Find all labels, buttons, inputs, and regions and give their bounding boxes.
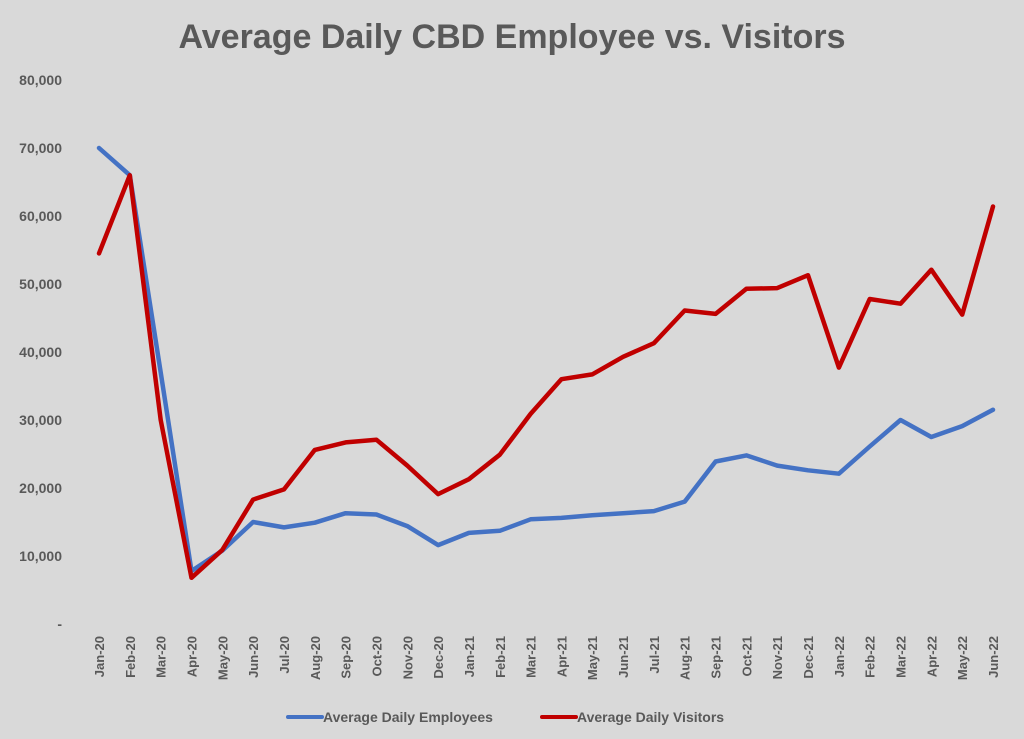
y-tick-label: 50,000 (19, 276, 62, 292)
series-line-visitors (96, 172, 996, 581)
x-axis-ticks: Jan-20 Feb-20 Mar-20 Apr-20 May-20 Jun-20 Jul-… (92, 636, 1001, 680)
x-tick-label: Sep-21 (709, 636, 724, 679)
x-tick-label: Oct-21 (739, 636, 754, 676)
x-tick-label: Feb-22 (863, 636, 878, 678)
series-line-employees (96, 145, 996, 574)
legend-label-visitors: Average Daily Visitors (577, 709, 724, 725)
x-tick-label: Mar-21 (524, 636, 539, 678)
x-tick-label: Oct-20 (369, 636, 384, 676)
x-tick-label: Feb-21 (493, 636, 508, 678)
y-tick-label: 30,000 (19, 412, 62, 428)
x-tick-label: Apr-22 (924, 636, 939, 677)
x-tick-label: Nov-21 (770, 636, 785, 679)
x-tick-label: Jan-20 (92, 636, 107, 677)
y-axis-ticks: - 10,000 20,000 30,000 40,000 50,000 60,000 70,… (19, 72, 62, 632)
x-tick-label: Jun-22 (986, 636, 1001, 678)
y-tick-label: 20,000 (19, 480, 62, 496)
chart-title: Average Daily CBD Employee vs. Visitors (178, 18, 845, 56)
x-tick-label: Jul-21 (647, 636, 662, 674)
x-tick-label: Nov-20 (400, 636, 415, 679)
x-tick-label: Mar-22 (894, 636, 909, 678)
x-tick-label: Jun-20 (246, 636, 261, 678)
y-tick-label: 10,000 (19, 548, 62, 564)
x-tick-label: Jun-21 (616, 636, 631, 678)
x-tick-label: May-20 (215, 636, 230, 680)
x-tick-label: Dec-20 (431, 636, 446, 679)
x-tick-label: Jul-20 (277, 636, 292, 674)
series-lines (96, 145, 996, 581)
legend-label-employees: Average Daily Employees (323, 709, 493, 725)
y-tick-label: - (57, 616, 62, 632)
legend: Average Daily Employees Average Daily Vi… (286, 709, 724, 725)
x-tick-label: Jan-22 (832, 636, 847, 677)
y-tick-label: 60,000 (19, 208, 62, 224)
x-tick-label: Mar-20 (154, 636, 169, 678)
x-tick-label: Sep-20 (339, 636, 354, 679)
y-tick-label: 40,000 (19, 344, 62, 360)
y-tick-label: 80,000 (19, 72, 62, 88)
x-tick-label: Aug-20 (308, 636, 323, 680)
x-tick-label: May-22 (955, 636, 970, 680)
x-tick-label: Feb-20 (123, 636, 138, 678)
x-tick-label: Jan-21 (462, 636, 477, 677)
x-tick-label: Aug-21 (678, 636, 693, 680)
x-tick-label: Apr-21 (554, 636, 569, 677)
x-tick-label: May-21 (585, 636, 600, 680)
x-tick-label: Apr-20 (184, 636, 199, 677)
x-tick-label: Dec-21 (801, 636, 816, 679)
y-tick-label: 70,000 (19, 140, 62, 156)
